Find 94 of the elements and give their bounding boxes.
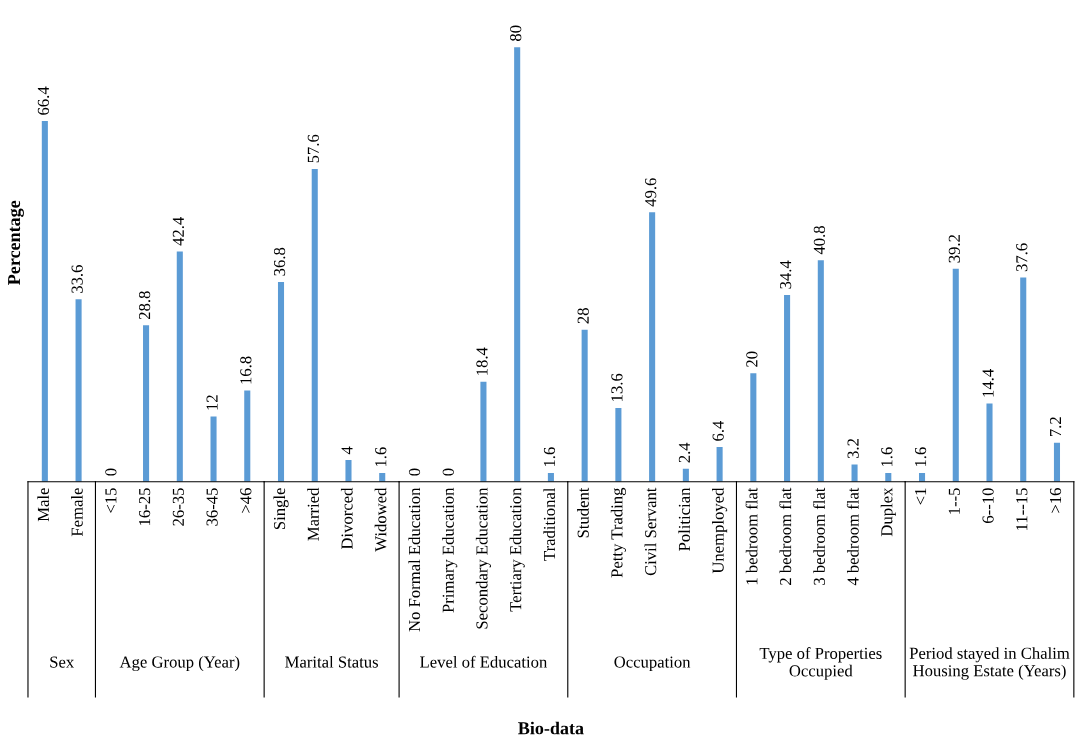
x-axis-title: Age Group (Year) (119, 655, 240, 672)
data-label: 80 (510, 25, 522, 42)
bar (143, 325, 150, 482)
x-tick-label: 4 bedroom flat (846, 487, 859, 586)
x-axis-title: Type of Properties Occupied (759, 647, 882, 680)
data-label: 28.8 (138, 291, 151, 320)
bar (345, 460, 352, 482)
data-label: 57.6 (307, 134, 319, 163)
data-label: 0 (442, 468, 454, 476)
bar (210, 416, 217, 482)
bar (244, 390, 251, 482)
bar (918, 473, 926, 482)
data-label: 36.8 (273, 247, 286, 276)
x-tick-label: Single (273, 488, 289, 530)
bar (277, 281, 285, 482)
data-label: 16.8 (240, 356, 252, 384)
data-label: 6.4 (712, 420, 724, 441)
text: Bio-data (518, 721, 584, 735)
bar (176, 251, 183, 482)
x-tick-label: No Formal Education (408, 487, 421, 632)
x-tick-label: 2 bedroom flat (779, 487, 792, 585)
x-tick-label: 6--10 (982, 488, 994, 523)
data-label: 34.4 (780, 260, 792, 289)
bar (851, 464, 858, 482)
data-label: 66.4 (37, 86, 50, 115)
x-tick-label: Primary Education (442, 487, 458, 613)
bar (784, 294, 791, 482)
data-label: 3.2 (847, 438, 859, 459)
data-label: 13.6 (611, 373, 623, 401)
x-tick-label: 16-25 (139, 488, 151, 525)
bar (1053, 442, 1061, 482)
data-label: 1.6 (881, 447, 893, 467)
x-tick-label: Widowed (374, 487, 387, 552)
x-tick-label: Male (37, 488, 50, 522)
data-label: 0 (408, 468, 421, 476)
x-tick-label: Female (71, 488, 83, 537)
x-tick-label: <15 (105, 488, 117, 513)
x-axis-title: Level of Education (420, 655, 548, 668)
bar (986, 403, 993, 482)
data-label: 2.4 (678, 442, 691, 463)
x-tick-label: Petty Trading (610, 487, 626, 578)
x-tick-label: Secondary Education (475, 487, 492, 629)
bar (581, 329, 588, 482)
data-label: 40.8 (813, 226, 826, 255)
data-label: 28 (577, 308, 589, 324)
bar (682, 468, 689, 482)
x-axis-title: Period stayed in Chalim Housing Estate (Years) (909, 647, 1070, 680)
bar (615, 407, 622, 482)
data-label: 20 (746, 351, 758, 367)
bar (952, 268, 959, 482)
x-tick-label: Student (577, 487, 589, 538)
bar (379, 473, 386, 482)
data-label: 18.4 (476, 347, 488, 375)
x-tick-label: 26-35 (172, 488, 184, 526)
data-label: 1.6 (543, 447, 556, 467)
bar (1020, 277, 1027, 482)
data-label: 4 (341, 446, 353, 455)
bar (311, 168, 318, 482)
x-tick-label: 1 bedroom flat (745, 487, 758, 585)
x-tick-label: <1 (915, 488, 927, 505)
data-label: 1.6 (375, 447, 387, 467)
x-tick-label: 3 bedroom flat (813, 487, 825, 585)
data-label: 33.6 (71, 265, 83, 293)
data-label: 39.2 (948, 235, 961, 263)
x-tick-label: Traditional (543, 487, 556, 561)
x-tick-label: Politician (678, 487, 691, 551)
data-label: 42.4 (172, 217, 185, 246)
bar (817, 260, 824, 482)
x-tick-label: 11--15 (1016, 488, 1028, 530)
x-tick-label: 1--5 (948, 488, 960, 514)
x-tick-label: Tertiary Education (509, 487, 525, 612)
data-label: 0 (105, 468, 117, 476)
x-axis-title: Occupation (614, 656, 691, 672)
bar (750, 373, 757, 482)
bar (649, 212, 656, 482)
x-axis-title: Sex (50, 656, 75, 668)
x-tick-label: Married (307, 487, 319, 541)
data-label: 12 (206, 395, 218, 410)
x-tick-label: Duplex (880, 487, 896, 537)
x-tick-label: >16 (1049, 488, 1062, 513)
x-tick-label: 36-45 (206, 488, 218, 526)
bar (716, 447, 723, 482)
data-label: 1.6 (915, 447, 927, 467)
x-tick-label: >46 (240, 488, 252, 513)
data-label: 7.2 (1049, 417, 1062, 437)
x-tick-label: Civil Servant (644, 487, 657, 576)
data-label: 37.6 (1016, 243, 1028, 272)
x-axis-title: Marital Status (285, 655, 378, 668)
x-tick-label: Divorced (340, 487, 353, 550)
data-label: 49.6 (645, 178, 657, 207)
bar (885, 473, 892, 482)
data-label: 14.4 (982, 369, 994, 397)
x-tick-label: Unemployed (712, 487, 728, 574)
y-axis-title: Percentage (8, 200, 24, 285)
